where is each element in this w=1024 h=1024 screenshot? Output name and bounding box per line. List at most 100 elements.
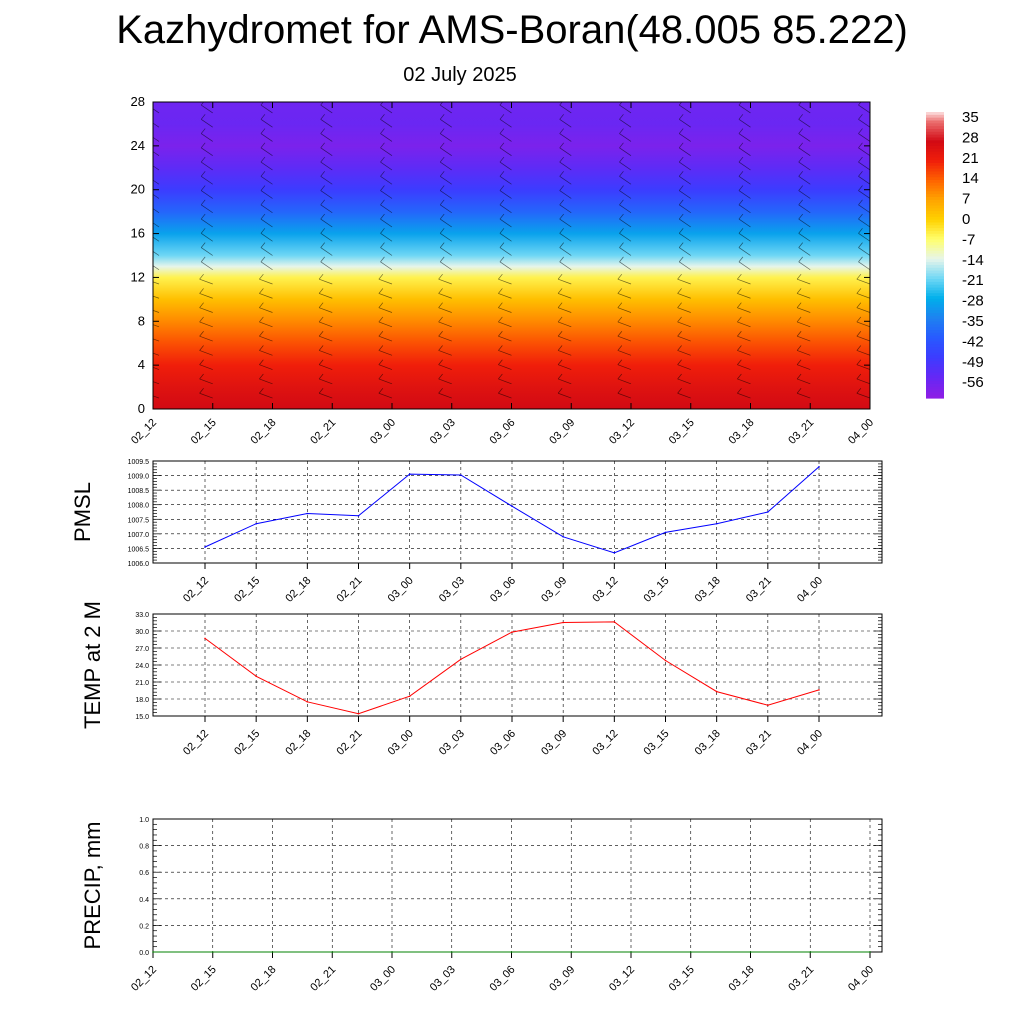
- colorbar-swatch: [926, 140, 944, 144]
- x-tick-label: 02_12: [181, 575, 211, 605]
- x-tick-label: 02_15: [189, 964, 219, 994]
- colorbar-swatch: [926, 279, 944, 283]
- x-tick-label: 03_03: [437, 728, 467, 758]
- y-tick-label: 1006.5: [128, 546, 150, 553]
- colorbar-swatch: [926, 307, 944, 311]
- colorbar-swatch: [926, 301, 944, 306]
- y-axis-label: TEMP at 2 M: [80, 601, 105, 729]
- colorbar-swatch: [926, 157, 944, 161]
- colorbar-swatch: [926, 114, 944, 119]
- data-point: [570, 951, 573, 953]
- colorbar-swatch: [926, 145, 944, 150]
- x-tick-label: 03_15: [667, 417, 697, 447]
- colorbar-swatch: [926, 290, 944, 294]
- data-point: [306, 512, 309, 515]
- x-tick-label: 03_21: [786, 964, 816, 994]
- colorbar-swatch: [926, 355, 944, 359]
- colorbar-label: 21: [962, 150, 979, 167]
- data-point: [408, 473, 411, 475]
- colorbar-swatch: [926, 202, 944, 207]
- y-tick-label: 0.4: [139, 897, 149, 904]
- colorbar-swatch: [926, 315, 944, 320]
- colorbar-swatch: [926, 196, 944, 201]
- colorbar-swatch: [926, 378, 944, 382]
- colorbar-label: 28: [962, 129, 979, 146]
- colorbar-swatch: [926, 228, 944, 232]
- colorbar-swatch: [926, 310, 944, 314]
- data-point: [255, 675, 257, 678]
- x-tick-label: 02_21: [335, 575, 365, 605]
- colorbar-swatch: [926, 208, 944, 212]
- temperature-colorbar: 35 28 21 14 7 0 -7 -14 -21 -28 -35 -42 -49 -56: [926, 109, 984, 399]
- colorbar-swatch: [926, 392, 944, 396]
- y-tick-label: 24.0: [135, 663, 149, 670]
- colorbar-swatch: [926, 361, 944, 365]
- colorbar-label: -14: [962, 252, 984, 269]
- colorbar-swatch: [926, 250, 944, 255]
- y-tick-label: 12: [131, 269, 145, 284]
- x-tick-label: 02_18: [249, 417, 279, 447]
- x-tick-label: 03_18: [693, 575, 723, 605]
- chart-title: Kazhydromet for AMS-Boran(48.005 85.222): [116, 8, 908, 52]
- y-tick-label: 1006.0: [128, 561, 150, 568]
- data-point: [511, 505, 513, 508]
- colorbar-swatch: [926, 131, 944, 136]
- y-tick-label: 1007.5: [128, 517, 150, 524]
- y-tick-label: 20: [131, 182, 145, 197]
- x-tick-label: 03_15: [642, 575, 672, 605]
- colorbar-swatch: [926, 143, 944, 147]
- data-point: [690, 951, 692, 953]
- data-point: [460, 474, 462, 476]
- colorbar-swatch: [926, 112, 944, 116]
- colorbar-swatch: [926, 335, 944, 340]
- colorbar-label: -56: [962, 374, 984, 391]
- data-point: [152, 951, 154, 953]
- colorbar-swatch: [926, 230, 944, 235]
- colorbar-swatch: [926, 179, 944, 184]
- y-tick-label: 21.0: [135, 680, 149, 687]
- x-tick-label: 02_12: [181, 728, 211, 758]
- data-point: [715, 522, 718, 525]
- x-tick-label: 02_18: [283, 728, 313, 758]
- colorbar-swatch: [926, 236, 944, 241]
- x-tick-label: 04_00: [846, 417, 876, 447]
- colorbar-swatch: [926, 185, 944, 190]
- chart-date: 02 July 2025: [403, 64, 517, 86]
- colorbar-swatch: [926, 154, 944, 158]
- data-point: [749, 951, 752, 953]
- y-tick-label: 18.0: [135, 697, 149, 704]
- data-point: [204, 546, 206, 548]
- x-tick-label: 02_21: [308, 964, 338, 994]
- colorbar-swatch: [926, 389, 944, 393]
- x-tick-label: 03_09: [539, 728, 569, 758]
- data-point: [204, 637, 206, 640]
- x-tick-label: 02_15: [189, 417, 219, 447]
- y-tick-label: 1007.0: [128, 532, 150, 539]
- panel-frame: [152, 460, 883, 564]
- data-point: [613, 552, 616, 554]
- x-tick-label: 03_09: [539, 575, 569, 605]
- x-tick-label: 04_00: [795, 575, 825, 605]
- data-point: [715, 690, 718, 693]
- colorbar-swatch: [926, 188, 944, 192]
- colorbar-swatch: [926, 253, 944, 258]
- x-tick-label: 03_12: [590, 728, 620, 758]
- x-tick-label: 03_03: [428, 964, 458, 994]
- colorbar-swatch: [926, 264, 944, 269]
- colorbar-label: -7: [962, 231, 975, 248]
- y-tick-label: 33.0: [135, 612, 149, 619]
- y-tick-label: 0: [138, 401, 145, 416]
- colorbar-swatch: [926, 296, 944, 300]
- x-tick-label: 03_09: [547, 964, 577, 994]
- x-tick-label: 03_03: [437, 575, 467, 605]
- data-point: [357, 712, 360, 715]
- colorbar-swatch: [926, 225, 944, 229]
- colorbar-swatch: [926, 213, 944, 218]
- colorbar-swatch: [926, 182, 944, 187]
- colorbar-swatch: [926, 332, 944, 337]
- data-point: [510, 951, 513, 953]
- y-tick-label: 27.0: [135, 646, 149, 653]
- colorbar-swatch: [926, 324, 944, 328]
- y-tick-label: 1008.5: [128, 488, 150, 495]
